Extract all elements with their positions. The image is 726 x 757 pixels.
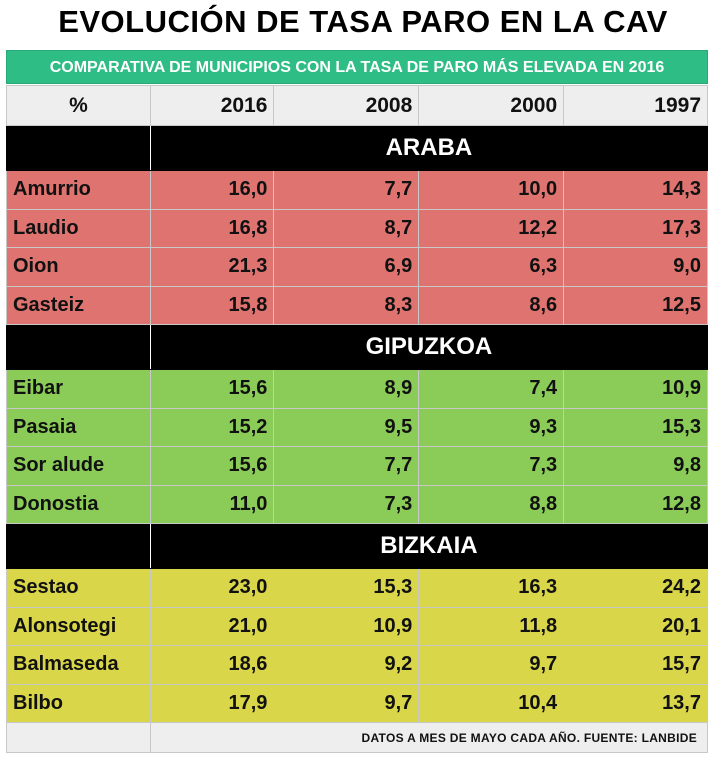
- value-cell: 7,3: [273, 484, 420, 524]
- value-cell: 8,9: [273, 369, 420, 409]
- table-row: Gasteiz 15,8 8,3 8,6 12,5: [6, 285, 708, 325]
- municipio-cell: Donostia: [6, 484, 151, 524]
- value-cell: 11,8: [418, 606, 565, 646]
- header-percent: %: [6, 85, 151, 126]
- municipio-cell: Alonsotegi: [6, 606, 151, 646]
- municipio-cell: Balmaseda: [6, 645, 151, 685]
- table-row: Eibar 15,6 8,9 7,4 10,9: [6, 369, 708, 409]
- municipio-cell: Oion: [6, 247, 151, 287]
- section-title: GIPUZKOA: [149, 324, 709, 370]
- value-cell: 21,3: [149, 247, 275, 287]
- section-blank: [6, 324, 151, 370]
- value-cell: 8,3: [273, 285, 420, 325]
- table-row: Oion 21,3 6,9 6,3 9,0: [6, 247, 708, 287]
- value-cell: 16,8: [149, 208, 275, 248]
- page-title: EVOLUCIÓN DE TASA PARO EN LA CAV: [58, 4, 668, 39]
- value-cell: 9,5: [273, 407, 420, 447]
- municipio-cell: Amurrio: [6, 170, 151, 210]
- value-cell: 15,3: [563, 407, 708, 447]
- value-cell: 6,9: [273, 247, 420, 287]
- value-cell: 18,6: [149, 645, 275, 685]
- value-cell: 10,9: [273, 606, 420, 646]
- value-cell: 15,3: [273, 568, 420, 608]
- value-cell: 9,0: [563, 247, 708, 287]
- municipio-cell: Gasteiz: [6, 285, 151, 325]
- value-cell: 9,3: [418, 407, 565, 447]
- value-cell: 23,0: [149, 568, 275, 608]
- value-cell: 10,0: [418, 170, 565, 210]
- section-blank: [6, 523, 151, 569]
- value-cell: 7,3: [418, 446, 565, 486]
- table-subtitle: COMPARATIVA DE MUNICIPIOS CON LA TASA DE…: [6, 50, 708, 84]
- value-cell: 16,0: [149, 170, 275, 210]
- section-row-bizkaia: BIZKAIA: [6, 523, 709, 569]
- municipio-cell: Laudio: [6, 208, 151, 248]
- table-row: Sestao 23,0 15,3 16,3 24,2: [6, 568, 708, 608]
- value-cell: 9,8: [563, 446, 708, 486]
- municipio-cell: Sor alude: [6, 446, 151, 486]
- value-cell: 8,6: [418, 285, 565, 325]
- municipio-cell: Bilbo: [6, 683, 151, 723]
- header-row: % 2016 2008 2000 1997: [6, 85, 708, 126]
- header-year: 2016: [149, 85, 275, 126]
- value-cell: 16,3: [418, 568, 565, 608]
- table-row: Sor alude 15,6 7,7 7,3 9,8: [6, 446, 708, 486]
- value-cell: 7,7: [273, 446, 420, 486]
- value-cell: 17,3: [563, 208, 708, 248]
- value-cell: 14,3: [563, 170, 708, 210]
- municipio-cell: Sestao: [6, 568, 151, 608]
- value-cell: 15,6: [149, 446, 275, 486]
- value-cell: 24,2: [563, 568, 708, 608]
- value-cell: 15,6: [149, 369, 275, 409]
- value-cell: 20,1: [563, 606, 708, 646]
- footer-row: DATOS A MES DE MAYO CADA AÑO. FUENTE: LA…: [6, 722, 709, 753]
- value-cell: 15,8: [149, 285, 275, 325]
- value-cell: 21,0: [149, 606, 275, 646]
- table-row: Amurrio 16,0 7,7 10,0 14,3: [6, 170, 708, 210]
- value-cell: 9,2: [273, 645, 420, 685]
- value-cell: 12,5: [563, 285, 708, 325]
- section-blank: [6, 125, 151, 171]
- section-row-araba: ARABA: [6, 125, 709, 171]
- table-row: Donostia 11,0 7,3 8,8 12,8: [6, 484, 708, 524]
- unemployment-table: % 2016 2008 2000 1997 ARABA Amurrio 16,0…: [6, 85, 709, 753]
- value-cell: 15,7: [563, 645, 708, 685]
- value-cell: 13,7: [563, 683, 708, 723]
- section-row-gipuzkoa: GIPUZKOA: [6, 324, 709, 370]
- value-cell: 15,2: [149, 407, 275, 447]
- value-cell: 12,2: [418, 208, 565, 248]
- value-cell: 8,7: [273, 208, 420, 248]
- footer-blank: [6, 722, 151, 753]
- table-row: Balmaseda 18,6 9,2 9,7 15,7: [6, 645, 708, 685]
- value-cell: 10,9: [563, 369, 708, 409]
- section-title: BIZKAIA: [149, 523, 709, 569]
- value-cell: 10,4: [418, 683, 565, 723]
- table-row: Alonsotegi 21,0 10,9 11,8 20,1: [6, 606, 708, 646]
- header-year: 2000: [418, 85, 565, 126]
- table-row: Pasaia 15,2 9,5 9,3 15,3: [6, 407, 708, 447]
- header-year: 1997: [563, 85, 708, 126]
- value-cell: 7,4: [418, 369, 565, 409]
- value-cell: 7,7: [273, 170, 420, 210]
- section-title: ARABA: [149, 125, 709, 171]
- table-row: Bilbo 17,9 9,7 10,4 13,7: [6, 683, 708, 723]
- value-cell: 17,9: [149, 683, 275, 723]
- value-cell: 8,8: [418, 484, 565, 524]
- value-cell: 9,7: [418, 645, 565, 685]
- table-row: Laudio 16,8 8,7 12,2 17,3: [6, 208, 708, 248]
- value-cell: 9,7: [273, 683, 420, 723]
- value-cell: 6,3: [418, 247, 565, 287]
- municipio-cell: Pasaia: [6, 407, 151, 447]
- value-cell: 12,8: [563, 484, 708, 524]
- source-note: DATOS A MES DE MAYO CADA AÑO. FUENTE: LA…: [149, 722, 709, 753]
- value-cell: 11,0: [149, 484, 275, 524]
- municipio-cell: Eibar: [6, 369, 151, 409]
- header-year: 2008: [273, 85, 420, 126]
